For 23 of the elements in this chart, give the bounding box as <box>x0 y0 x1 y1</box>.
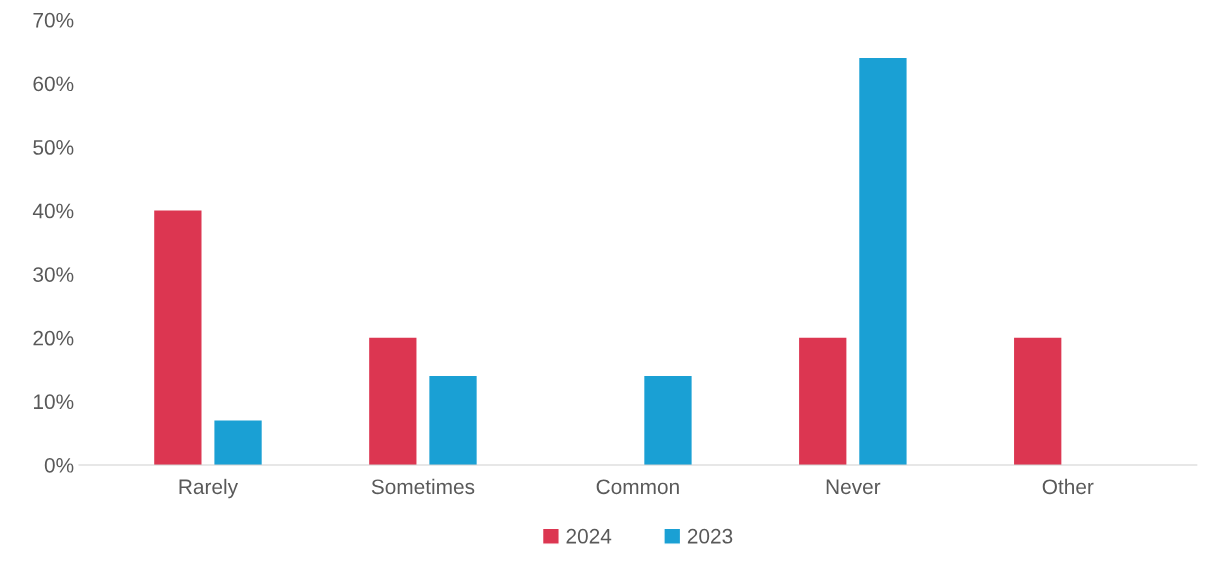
y-tick-label: 20% <box>33 330 74 346</box>
x-tick-label: Common <box>596 479 679 495</box>
y-tick-label: 30% <box>33 267 74 282</box>
y-tick-label: 10% <box>34 394 74 410</box>
x-tick-label: Other <box>1042 478 1094 495</box>
bar <box>214 420 262 465</box>
x-tick-label: Sometimes <box>371 478 475 495</box>
bar <box>369 337 417 465</box>
bar <box>429 375 477 465</box>
bar <box>859 58 907 465</box>
y-tick-label: 50% <box>33 140 74 155</box>
bar <box>154 210 202 465</box>
legend-label: 2024 <box>566 528 612 544</box>
bar <box>644 375 692 465</box>
legend-label: 2023 <box>687 528 733 544</box>
x-tick-label: Rarely <box>179 478 239 499</box>
y-tick-label: 40% <box>32 203 74 219</box>
y-tick-label: 0% <box>44 457 74 473</box>
bar <box>1014 337 1062 465</box>
y-tick-label: 60% <box>33 76 74 92</box>
bar <box>799 337 847 465</box>
x-tick-label: Never <box>826 479 881 495</box>
y-tick-label: 70% <box>33 12 74 28</box>
